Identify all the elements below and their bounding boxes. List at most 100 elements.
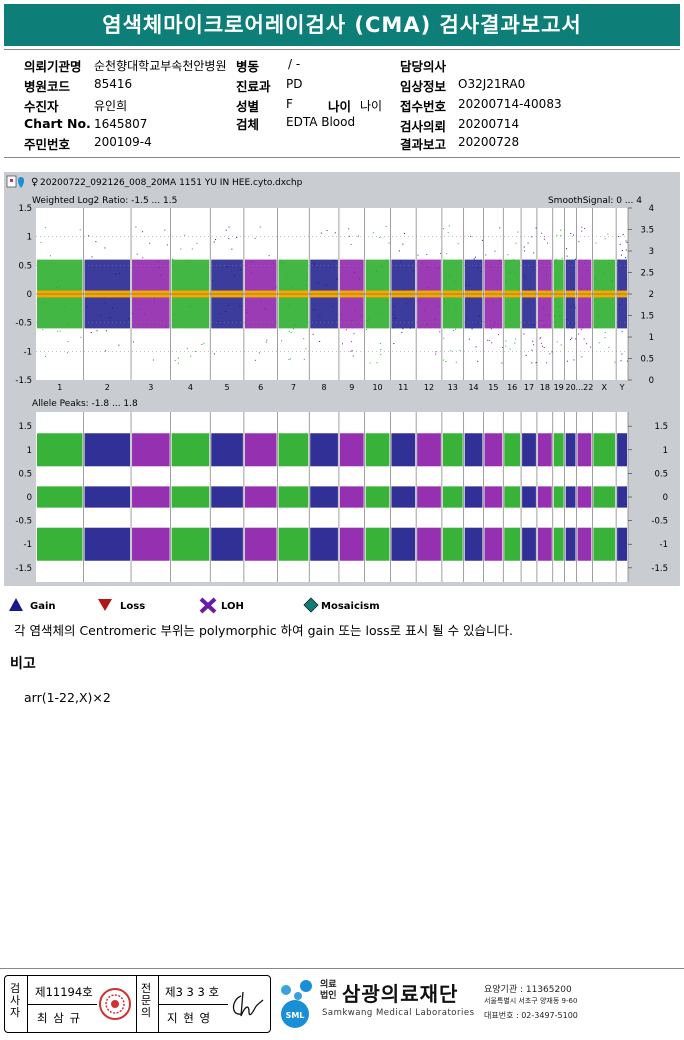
scatter-point: [90, 331, 92, 333]
scatter-point: [294, 324, 296, 326]
scatter-point: [142, 257, 144, 259]
scatter-point: [196, 243, 198, 245]
scatter-point: [438, 267, 440, 269]
scatter-point: [100, 314, 102, 316]
scatter-point: [359, 278, 361, 280]
scatter-point: [157, 261, 159, 263]
scatter-point: [518, 289, 520, 291]
scatter-point: [212, 280, 214, 282]
org-code: 요양기관 : 11365200: [484, 985, 572, 995]
scatter-point: [580, 288, 582, 290]
scatter-point: [290, 358, 292, 360]
file-name: 20200722_092126_008_20MA 1151 YU IN HEE.…: [40, 178, 303, 188]
scatter-point: [132, 341, 134, 343]
scatter-point: [435, 351, 437, 353]
scatter-point: [336, 278, 338, 280]
allele-band-9: [339, 486, 364, 508]
scatter-point: [505, 340, 507, 342]
scatter-point: [494, 250, 496, 252]
allele-band-8: [310, 527, 338, 561]
chrom-label-7: 7: [291, 383, 296, 392]
scatter-point: [455, 328, 457, 330]
allele-band-2: [84, 433, 131, 467]
scatter-point: [305, 348, 307, 350]
scatter-point: [375, 270, 377, 272]
scatter-point: [602, 288, 604, 290]
top-right-tick: 0.5: [640, 355, 654, 365]
scatter-point: [481, 239, 483, 241]
scatter-point: [332, 306, 334, 308]
value-chart-no: 1645807: [94, 117, 148, 131]
allele-band-13: [442, 486, 463, 508]
bottom-left-tick: 1: [27, 446, 32, 456]
scatter-point: [177, 357, 179, 359]
scatter-point: [513, 259, 515, 261]
scatter-point: [320, 232, 322, 234]
scatter-point: [361, 315, 363, 317]
scatter-point: [190, 355, 192, 357]
allele-band-15: [484, 486, 503, 508]
scatter-point: [379, 237, 381, 239]
scatter-point: [326, 230, 328, 232]
scatter-point: [275, 286, 277, 288]
scatter-point: [490, 328, 492, 330]
scatter-point: [443, 359, 445, 361]
scatter-point: [372, 232, 374, 234]
scatter-point: [201, 343, 203, 345]
allele-band-14: [464, 486, 483, 508]
scatter-point: [186, 347, 188, 349]
scatter-point: [437, 305, 439, 307]
scatter-point: [528, 289, 530, 291]
scatter-point: [394, 317, 396, 319]
scatter-point: [502, 347, 504, 349]
scatter-point: [272, 263, 274, 265]
allele-band-7: [278, 486, 309, 508]
scatter-point: [604, 238, 606, 240]
scatter-point: [540, 342, 542, 344]
chrom-label-18: 18: [540, 383, 550, 392]
scatter-point: [532, 324, 534, 326]
sig-sep-2: [136, 976, 137, 1032]
scatter-point: [352, 355, 354, 357]
scatter-point: [305, 284, 307, 286]
legend: Gain Loss LOH Mosaicism: [8, 597, 468, 615]
scatter-point: [523, 246, 525, 248]
scatter-point: [499, 227, 501, 229]
scatter-point: [554, 262, 556, 264]
scatter-point: [560, 234, 562, 236]
allele-band-6: [244, 486, 277, 508]
value-receipt-no: 20200714-40083: [458, 97, 562, 111]
scatter-point: [403, 233, 405, 235]
scatter-point: [620, 254, 622, 256]
scatter-point: [135, 226, 137, 228]
scatter-point: [535, 227, 537, 229]
allele-band-4: [171, 527, 210, 561]
allele-band-13: [442, 433, 463, 467]
scatter-point: [578, 241, 580, 243]
label-clinical-info: 임상정보: [400, 79, 447, 94]
scatter-point: [573, 322, 575, 324]
scatter-point: [42, 329, 44, 331]
allele-band-3: [132, 486, 170, 508]
sml-logo-icon: SML: [281, 980, 312, 1028]
label-age: 나이: [328, 99, 352, 114]
value-report-date: 20200728: [458, 135, 520, 149]
scatter-point: [266, 339, 268, 341]
scatter-point: [621, 331, 623, 333]
scatter-point: [171, 258, 173, 260]
scatter-point: [496, 280, 498, 282]
scatter-point: [394, 317, 396, 319]
scatter-point: [42, 301, 44, 303]
scatter-point: [621, 353, 623, 355]
scatter-point: [607, 233, 609, 235]
allele-band-5: [211, 527, 243, 561]
scatter-point: [595, 276, 597, 278]
scatter-point: [132, 313, 134, 315]
scatter-point: [475, 346, 477, 348]
triangle-down-icon: [98, 599, 112, 611]
scatter-point: [417, 254, 419, 256]
value-ward: / -: [288, 57, 301, 71]
allele-band-17: [522, 433, 536, 467]
scatter-point: [144, 313, 146, 315]
value-patient: 유인희: [94, 99, 128, 113]
